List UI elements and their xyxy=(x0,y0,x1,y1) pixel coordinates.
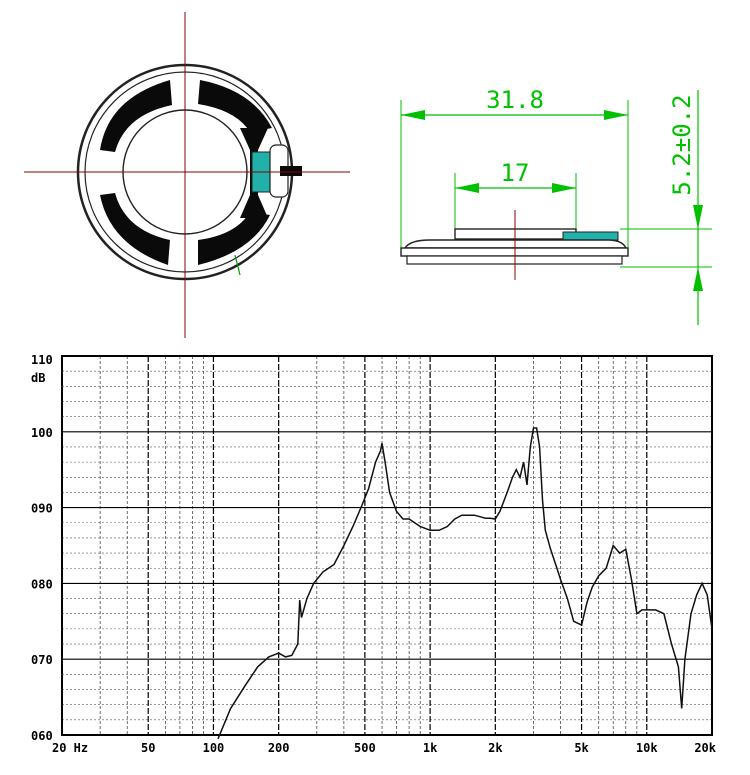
dim-outer-diameter: 31.8 xyxy=(486,86,544,114)
x-tick-labels: 20 Hz 50 100 200 500 1k 2k 5k 10k 20k xyxy=(52,741,717,755)
frequency-response-chart: 110 100 090 080 070 060 20 Hz 50 100 200 500 1k 2k 5… xyxy=(31,353,717,755)
dim-height: 5.2±0.2 xyxy=(668,94,696,195)
speaker-side-view: 31.8 17 5.2±0.2 xyxy=(400,86,712,325)
y-tick-label: 060 xyxy=(31,729,53,743)
y-tick-label: 090 xyxy=(31,502,53,516)
y-tick-label: 110 xyxy=(31,353,53,367)
plot-area xyxy=(61,355,713,736)
x-tick-label: 2k xyxy=(488,741,503,755)
minor-grid xyxy=(62,356,712,735)
vent-top-right xyxy=(198,80,272,132)
x-tick-label: 20k xyxy=(694,741,716,755)
x-tick-label: 500 xyxy=(354,741,376,755)
x-tick-label: 100 xyxy=(203,741,225,755)
vent-top-left xyxy=(100,80,172,152)
dim-inner-diameter: 17 xyxy=(501,159,530,187)
pin-mark xyxy=(234,254,241,276)
x-tick-label: 200 xyxy=(268,741,290,755)
terminal-side xyxy=(562,231,619,241)
y-unit-label: dB xyxy=(31,371,45,385)
vent-bottom-right xyxy=(198,212,270,265)
x-tick-label: 20 Hz xyxy=(52,741,88,755)
x-tick-label: 1k xyxy=(423,741,438,755)
x-tick-label: 10k xyxy=(636,741,658,755)
y-tick-labels: 110 100 090 080 070 060 xyxy=(31,353,53,743)
x-tick-label: 5k xyxy=(574,741,589,755)
speaker-front-view xyxy=(24,12,350,338)
y-tick-label: 070 xyxy=(31,653,53,667)
terminal-block xyxy=(240,128,302,218)
vent-bottom-left xyxy=(100,193,170,265)
response-curve xyxy=(217,427,713,740)
y-tick-label: 100 xyxy=(31,426,53,440)
major-grid xyxy=(61,355,713,736)
y-tick-label: 080 xyxy=(31,577,53,591)
x-tick-label: 50 xyxy=(141,741,155,755)
